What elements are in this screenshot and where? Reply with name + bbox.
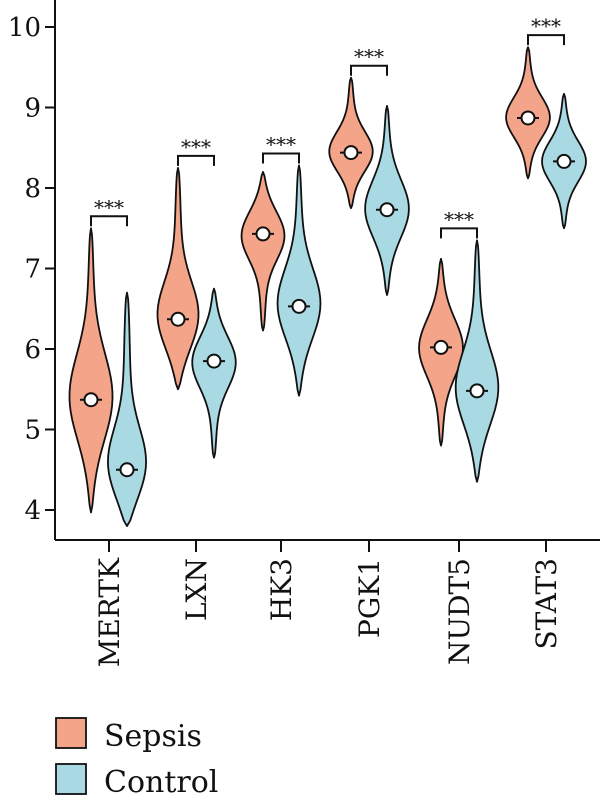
median-point-control-stat3 — [556, 153, 572, 169]
median-point-control-pgk1 — [379, 202, 395, 218]
y-tick-label: 10 — [8, 13, 41, 43]
y-tick-label: 9 — [24, 94, 41, 124]
significance-bracket — [440, 227, 478, 239]
x-tick-label-pgk1: PGK1 — [353, 558, 386, 638]
significance-label: *** — [354, 45, 384, 69]
median-point-sepsis-mertk — [83, 392, 99, 408]
median-point-sepsis-nudt5 — [433, 339, 449, 355]
significance-label: *** — [531, 14, 561, 38]
median-point-control-lxn — [206, 353, 222, 369]
x-tick-label-hk3: HK3 — [265, 558, 298, 621]
y-tick-label: 8 — [24, 174, 41, 204]
y-tick-label: 4 — [24, 496, 41, 526]
legend-swatch-control — [55, 763, 87, 795]
significance-label: *** — [181, 135, 211, 159]
significance-label: *** — [444, 207, 474, 231]
violin-sepsis-lxn — [156, 166, 200, 391]
significance-brackets: *** *** *** *** *** *** — [90, 14, 565, 239]
x-tick-label-nudt5: NUDT5 — [443, 558, 476, 665]
median-point-sepsis-stat3 — [520, 110, 536, 126]
violin-sepsis-pgk1 — [328, 76, 374, 210]
y-axis: 4 5 6 7 8 9 10 — [8, 0, 56, 540]
y-tick-label: 7 — [24, 255, 41, 285]
y-tick-label: 5 — [24, 416, 41, 446]
median-point-sepsis-hk3 — [255, 226, 271, 242]
significance-bracket — [177, 154, 215, 166]
x-tick-label-mertk: MERTK — [93, 557, 126, 667]
significance-bracket — [90, 215, 128, 227]
violin-control-pgk1 — [364, 104, 410, 296]
violin-control-hk3 — [276, 164, 322, 397]
legend-label-control: Control — [104, 765, 218, 800]
violin-control-nudt5 — [454, 239, 500, 483]
violin-sepsis-hk3 — [240, 171, 286, 332]
violins — [68, 46, 587, 527]
legend: Sepsis Control — [55, 717, 218, 800]
x-tick-label-lxn: LXN — [180, 558, 213, 621]
median-point-control-nudt5 — [469, 383, 485, 399]
significance-bracket — [527, 34, 565, 46]
violin-sepsis-mertk — [68, 227, 114, 514]
median-point-sepsis-lxn — [170, 311, 186, 327]
significance-label: *** — [94, 195, 124, 219]
significance-bracket — [350, 64, 388, 76]
y-tick-label: 6 — [24, 335, 41, 365]
x-tick-label-stat3: STAT3 — [530, 558, 563, 650]
violin-control-lxn — [191, 287, 237, 459]
violin-control-mertk — [107, 291, 147, 527]
legend-label-sepsis: Sepsis — [104, 719, 202, 754]
significance-bracket — [262, 152, 300, 164]
median-point-control-hk3 — [291, 298, 307, 314]
legend-swatch-sepsis — [55, 717, 87, 749]
median-point-sepsis-pgk1 — [343, 145, 359, 161]
median-point-control-mertk — [119, 462, 135, 478]
significance-label: *** — [266, 132, 296, 156]
x-axis: MERTK LXN HK3 PGK1 NUDT5 STAT3 — [55, 539, 600, 667]
